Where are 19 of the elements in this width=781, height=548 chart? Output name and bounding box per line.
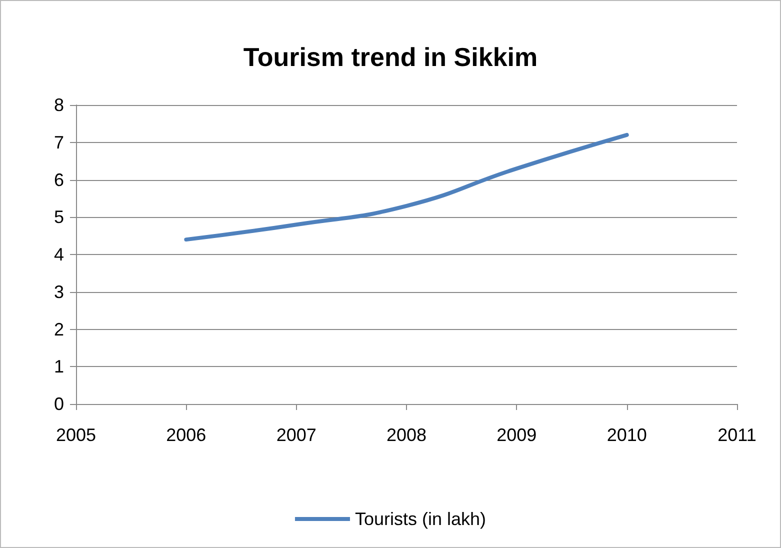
chart-title: Tourism trend in Sikkim	[243, 42, 538, 72]
x-tick-label: 2007	[276, 425, 316, 445]
legend-label: Tourists (in lakh)	[354, 509, 486, 529]
y-tick-label: 3	[54, 282, 64, 302]
x-tick-label: 2009	[496, 425, 537, 445]
x-tick-label: 2010	[606, 425, 647, 445]
y-tick-label: 1	[54, 356, 64, 377]
y-tick-label: 5	[54, 207, 64, 228]
y-tick-label: 2	[54, 319, 64, 340]
x-tick-label: 2008	[386, 425, 427, 445]
x-tick-label: 2011	[718, 425, 756, 445]
y-tick-label: 6	[54, 170, 64, 190]
x-tick-label: 2005	[56, 425, 96, 445]
y-tick-label: 8	[54, 95, 64, 115]
y-tick-label: 7	[54, 132, 64, 152]
line-series	[184, 132, 629, 242]
x-tick-label: 2006	[166, 425, 206, 445]
y-tick-label: 0	[54, 394, 64, 414]
y-tick-label: 4	[54, 244, 64, 264]
